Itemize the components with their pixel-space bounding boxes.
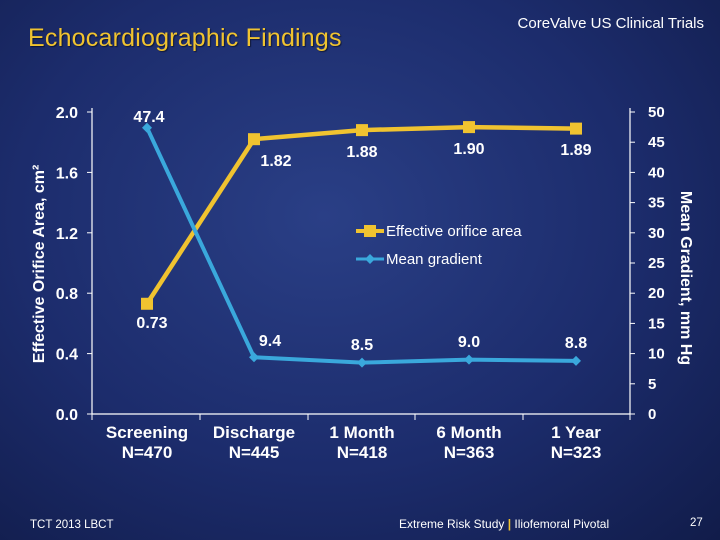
y-tick-label-right: 30	[648, 225, 665, 242]
y-tick-label-right: 15	[648, 315, 665, 332]
x-tick-sample-size: N=363	[444, 443, 495, 462]
legend-label-gradient: Mean gradient	[386, 251, 483, 268]
footer-study: Extreme Risk Study | Iliofemoral Pivotal	[399, 517, 609, 531]
marker-eoa	[463, 121, 475, 134]
y-tick-label-left: 1.2	[56, 226, 78, 243]
data-label-gradient: 8.8	[565, 335, 587, 352]
marker-gradient	[249, 352, 259, 363]
y-tick-label-right: 50	[648, 104, 665, 121]
page-number: 27	[690, 517, 703, 529]
footer-study-name: Extreme Risk Study	[399, 517, 505, 531]
legend-marker-gradient	[365, 254, 375, 264]
x-tick-label: 6 Month	[436, 423, 501, 442]
y-tick-label-right: 40	[648, 164, 665, 181]
x-tick-label: 1 Month	[329, 423, 394, 442]
marker-gradient	[357, 357, 367, 368]
marker-eoa	[141, 297, 153, 310]
y-tick-label-right: 20	[648, 285, 665, 302]
data-label-gradient: 8.5	[351, 337, 373, 354]
data-label-eoa: 0.73	[136, 315, 167, 332]
footer-separator: |	[507, 517, 512, 531]
y-tick-label-right: 25	[648, 255, 665, 272]
data-label-eoa: 1.82	[260, 153, 291, 170]
legend-label-eoa: Effective orifice area	[386, 223, 522, 240]
y-axis-label-left: Effective Orifice Area, cm²	[31, 165, 48, 364]
page-title: Echocardiographic Findings	[28, 24, 342, 52]
data-label-eoa: 1.88	[346, 144, 377, 161]
x-tick-label: 1 Year	[551, 423, 601, 442]
y-tick-label-right: 5	[648, 376, 656, 393]
y-tick-label-right: 35	[648, 195, 665, 212]
data-label-gradient: 9.0	[458, 334, 480, 351]
y-tick-label-left: 0.4	[56, 347, 78, 364]
x-tick-label: Screening	[106, 423, 188, 442]
data-label-gradient: 9.4	[259, 333, 281, 350]
y-axis-label-right: Mean Gradient, mm Hg	[677, 191, 694, 365]
y-tick-label-left: 0.8	[56, 286, 78, 303]
y-tick-label-left: 2.0	[56, 105, 78, 122]
x-tick-sample-size: N=445	[229, 443, 280, 462]
footer-subgroup: Iliofemoral Pivotal	[514, 517, 610, 531]
y-tick-label-right: 0	[648, 406, 656, 423]
y-tick-label-right: 45	[648, 134, 665, 151]
x-tick-label: Discharge	[213, 423, 295, 442]
marker-eoa	[356, 124, 368, 137]
footer-conference: TCT 2013 LBCT	[30, 519, 114, 531]
x-tick-sample-size: N=323	[551, 443, 602, 462]
marker-eoa	[570, 122, 582, 135]
data-label-gradient: 47.4	[133, 109, 164, 126]
legend-marker-eoa	[364, 225, 376, 237]
marker-eoa	[248, 133, 260, 146]
marker-gradient	[464, 354, 474, 365]
y-tick-label-left: 0.0	[56, 407, 78, 424]
marker-gradient	[571, 355, 581, 366]
x-tick-sample-size: N=418	[337, 443, 388, 462]
data-label-eoa: 1.90	[453, 141, 484, 158]
series-line-gradient	[145, 126, 577, 365]
y-tick-label-left: 1.6	[56, 165, 78, 182]
x-tick-sample-size: N=470	[122, 443, 173, 462]
y-tick-label-right: 10	[648, 346, 665, 363]
brand-logo: CoreValve US Clinical Trials	[517, 15, 704, 32]
marker-gradient	[142, 122, 152, 133]
data-label-eoa: 1.89	[560, 142, 591, 159]
